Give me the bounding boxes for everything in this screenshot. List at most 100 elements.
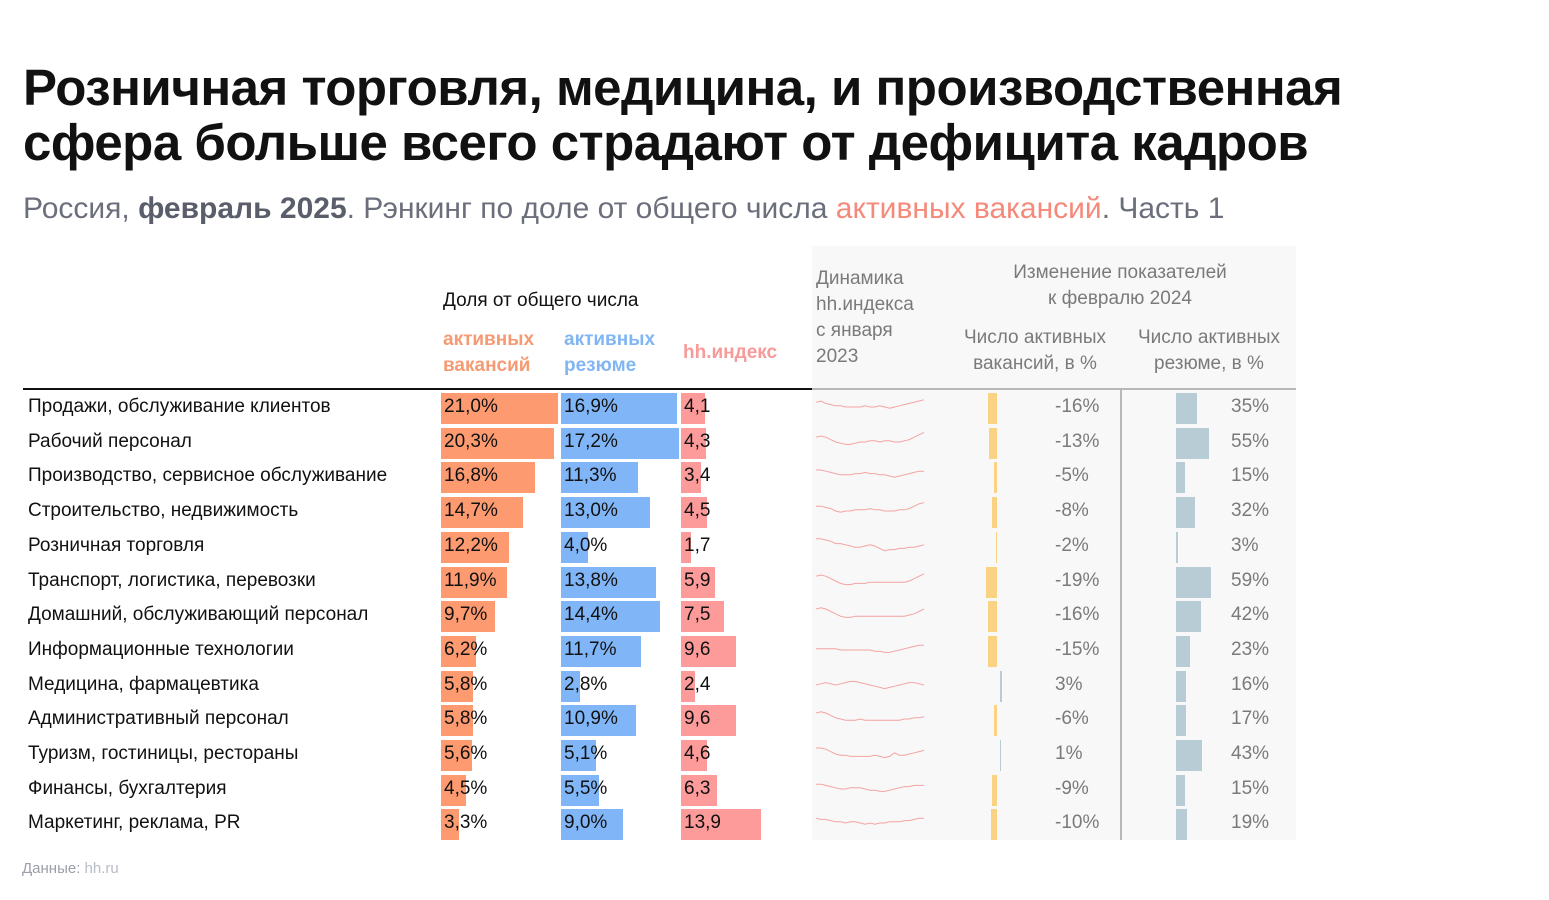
change-vacancies-header-line2: вакансий, в % (973, 353, 1097, 374)
vacancies-value: 6,2% (444, 638, 488, 660)
hh-index-sparkline (816, 469, 924, 479)
change-resumes-header-line2: резюме, в % (1154, 353, 1264, 374)
change-resumes-header-line1: Число активных (1137, 327, 1281, 348)
resumes-change-value: 3% (1231, 534, 1259, 556)
resumes-change-bar (1176, 774, 1185, 806)
change-header-line1: Изменение показателей (1013, 262, 1227, 283)
change-column-divider (1120, 390, 1122, 840)
vacancies-bar (441, 809, 460, 841)
resumes-header: активных резюме (564, 327, 655, 379)
hh-index-bar (681, 601, 725, 633)
hh-index-sparkline (816, 644, 924, 653)
title-line-2: сфера больше всего страдают от дефицита … (23, 114, 1309, 171)
source-label: Данные: (22, 860, 85, 877)
change-vacancies-header-line1: Число активных (963, 327, 1107, 348)
vacancies-change-value: -9% (1055, 777, 1089, 799)
table-row: Административный персонал 5,8% 10,9% 9,6 -6%… (0, 703, 1549, 738)
hh-index-value: 4,5 (684, 500, 711, 522)
resumes-bar (561, 427, 679, 459)
table-row: Транспорт, логистика, перевозки 11,9% 13,8… (0, 565, 1549, 600)
row-label: Производство, сервисное обслуживание (28, 465, 388, 487)
source-link[interactable]: hh.ru (84, 860, 119, 877)
vacancies-change-bar (991, 809, 997, 841)
vacancies-bar (441, 670, 474, 702)
change-header-line2: к февралю 2024 (1048, 288, 1192, 309)
hh-index-sparkline (816, 502, 925, 513)
resumes-bar (561, 809, 623, 841)
hh-index-header: hh.индекс (683, 342, 778, 363)
resumes-value: 10,9% (564, 708, 618, 730)
resumes-bar (561, 635, 642, 667)
row-label: Продажи, обслуживание клиентов (28, 396, 331, 417)
table-row: Медицина, фармацевтика 5,8% 2,8% 2,4 3% 16% (0, 669, 1549, 704)
resumes-change-bar (1176, 740, 1202, 771)
sparkline-path (816, 538, 925, 552)
row-label: Информационные технологии (28, 638, 294, 660)
vacancies-change-bar (993, 705, 997, 737)
hh-index-bar (681, 427, 706, 459)
vacancies-value: 3,3% (444, 812, 488, 834)
vacancies-value: 14,7% (444, 500, 498, 522)
vacancies-value: 5,6% (444, 743, 488, 764)
resumes-change-value: 17% (1231, 708, 1270, 730)
resumes-change-value: 15% (1231, 777, 1270, 799)
sparkline-path (815, 711, 925, 721)
vacancies-bar (441, 393, 558, 424)
table-row: Финансы, бухгалтерия 4,5% 5,5% 6,3 -9% 15% (0, 773, 1549, 808)
vacancies-change-value: -13% (1055, 430, 1100, 452)
hh-index-bar (681, 566, 715, 598)
hh-index-value: 5,9 (684, 569, 711, 591)
hh-index-bar (681, 635, 737, 667)
hh-index-sparkline (816, 538, 925, 552)
dynamics-header-line4: 2023 (816, 346, 859, 367)
vacancies-value: 21,0% (444, 396, 498, 417)
resumes-change-bar (1176, 531, 1178, 563)
vacancies-change-bar (995, 531, 997, 563)
resumes-change-value: 42% (1231, 604, 1270, 626)
row-label: Рабочий персонал (28, 430, 192, 452)
hh-index-sparkline (815, 607, 925, 619)
hh-index-bar (681, 809, 761, 841)
hh-index-value: 4,1 (684, 396, 711, 417)
vacancies-bar (441, 566, 508, 598)
vacancies-change-bar (988, 635, 997, 667)
sparkline-path (815, 680, 925, 689)
vacancies-bar (441, 635, 476, 667)
sparkline-path (815, 818, 924, 826)
vacancies-change-bar (991, 774, 997, 806)
vacancies-change-value: 1% (1055, 743, 1083, 764)
vacancies-header-line1: активных (443, 329, 535, 350)
hh-index-bar (681, 740, 708, 771)
vacancies-value: 16,8% (444, 465, 498, 487)
row-label: Транспорт, логистика, перевозки (28, 569, 316, 591)
vacancies-value: 11,9% (444, 569, 497, 591)
row-label: Медицина, фармацевтика (28, 673, 259, 695)
vacancies-value: 4,5% (444, 777, 488, 799)
resumes-change-value: 16% (1231, 673, 1270, 695)
vacancies-change-value: -16% (1055, 396, 1100, 417)
resumes-change-value: 19% (1231, 812, 1270, 834)
table-row: Розничная торговля 12,2% 4,0% 1,7 -2% 3% (0, 530, 1549, 565)
resumes-value: 5,1% (564, 743, 608, 764)
table-row: Продажи, обслуживание клиентов 21,0% 16,9%… (0, 391, 1549, 426)
hh-index-value: 1,7 (684, 534, 711, 556)
sparkline-path (815, 399, 925, 409)
resumes-bar (561, 774, 599, 806)
hh-index-sparkline (815, 711, 925, 721)
sparkline-path (816, 747, 925, 759)
hh-index-bar (681, 774, 718, 806)
sparkline-path (816, 783, 924, 792)
hh-index-sparkline (815, 818, 924, 826)
vacancies-change-value: -2% (1055, 534, 1089, 556)
hh-index-sparkline (815, 399, 925, 409)
resumes-value: 2,8% (564, 673, 608, 695)
vacancies-change-value: -15% (1055, 638, 1100, 660)
vacancies-value: 5,8% (444, 673, 488, 695)
subtitle-post: . Часть 1 (1101, 192, 1225, 225)
resumes-bar (561, 670, 581, 702)
vacancies-change-bar (994, 462, 997, 494)
vacancies-header-line2: вакансий (443, 355, 531, 376)
dynamics-header-line3: с января (816, 320, 893, 341)
vacancies-change-bar (985, 566, 997, 598)
resumes-header-line1: активных (564, 329, 656, 350)
